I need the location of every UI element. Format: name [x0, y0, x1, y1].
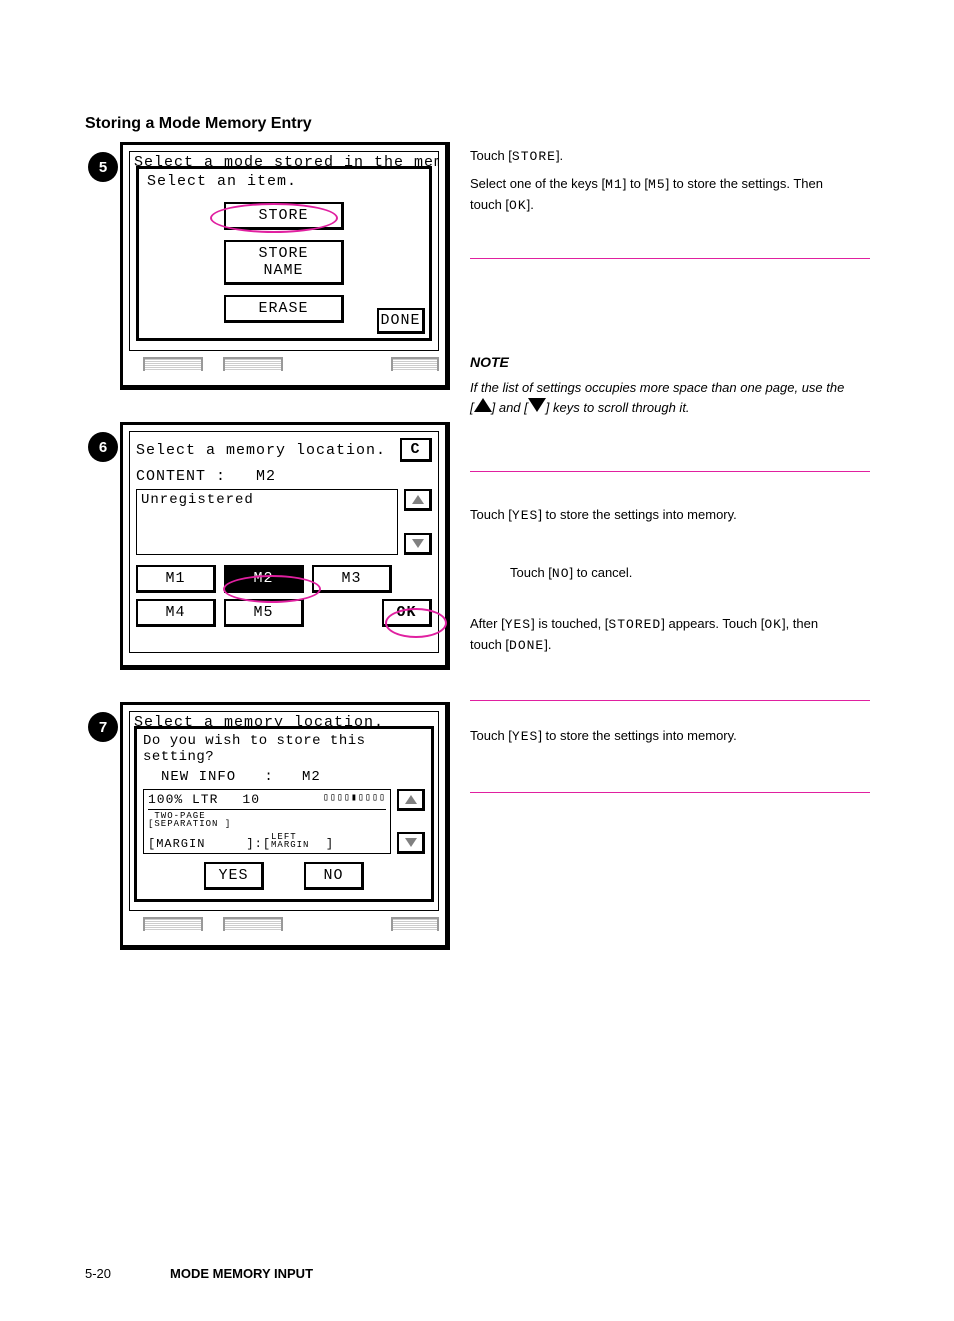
step7-instruction: Touch [YES] to store the settings into m…: [470, 726, 850, 747]
chevron-down-icon: [405, 838, 417, 847]
m5-button[interactable]: M5: [224, 599, 304, 627]
divider: [470, 471, 870, 472]
section-title: Storing a Mode Memory Entry: [85, 115, 312, 133]
panel-title: Select a memory location.: [136, 442, 386, 459]
page-number: 5-20: [85, 1266, 111, 1281]
divider: [470, 258, 870, 259]
note-body: If the list of settings occupies more sp…: [470, 378, 850, 418]
chevron-up-icon: [412, 495, 424, 504]
scroll-down-button[interactable]: [397, 832, 425, 854]
scroll-up-button[interactable]: [404, 489, 432, 511]
divider: [470, 792, 870, 793]
scroll-up-button[interactable]: [397, 789, 425, 811]
density-bar-icon: ▯▯▯▯▮▯▯▯▯: [323, 792, 386, 807]
step5-instruction-2: Select one of the keys [M1] to [M5] to s…: [470, 174, 850, 216]
content-label: CONTENT :: [136, 468, 226, 485]
done-button[interactable]: DONE: [377, 308, 425, 334]
step5-instruction: Touch [STORE].: [470, 146, 850, 167]
ok-button[interactable]: OK: [382, 599, 432, 627]
step6-instruction-2: Touch [NO] to cancel.: [510, 563, 890, 584]
step-bullet-6: 6: [88, 432, 118, 462]
no-button[interactable]: NO: [304, 862, 364, 890]
content-value: M2: [256, 468, 276, 485]
dialog-title: Do you wish to store this setting?: [143, 733, 425, 765]
lcd-panel-step6: Select a memory location. C CONTENT : M2…: [120, 422, 450, 670]
unregistered-text: Unregistered: [141, 492, 393, 508]
setting-twopage: [TWO-PAGESEPARATION ]: [148, 812, 386, 829]
m3-button[interactable]: M3: [312, 565, 392, 593]
new-info-value: M2: [302, 769, 321, 785]
chevron-up-icon: [405, 795, 417, 804]
up-arrow-icon: [474, 398, 492, 412]
footer-text: MODE MEMORY INPUT: [170, 1266, 313, 1281]
back-button-row: [123, 357, 445, 371]
dialog-title: Select an item.: [139, 169, 429, 194]
erase-button[interactable]: ERASE: [224, 295, 344, 323]
m2-button[interactable]: M2: [224, 565, 304, 593]
note-title: NOTE: [470, 352, 850, 374]
note-block: NOTE If the list of settings occupies mo…: [470, 352, 850, 418]
down-arrow-icon: [528, 398, 546, 412]
store-name-button[interactable]: STORE NAME: [224, 240, 344, 285]
store-confirm-dialog: Do you wish to store this setting? NEW I…: [134, 726, 434, 902]
select-item-dialog: Select an item. STORE STORE NAME ERASE D…: [136, 166, 432, 341]
setting-zoom: 100% LTR: [148, 792, 218, 807]
lcd-panel-step5: Select a mode stored in the memory. Sele…: [120, 142, 450, 390]
back-button-row: [123, 917, 445, 931]
store-button[interactable]: STORE: [224, 202, 344, 230]
setting-qty: 10: [242, 792, 260, 807]
m4-button[interactable]: M4: [136, 599, 216, 627]
yes-button[interactable]: YES: [204, 862, 264, 890]
content-display: Unregistered: [136, 489, 398, 555]
chevron-down-icon: [412, 539, 424, 548]
step-bullet-5: 5: [88, 152, 118, 182]
new-info-label: NEW INFO: [161, 769, 236, 785]
step6-instruction: Touch [YES] to store the settings into m…: [470, 505, 850, 526]
lcd-panel-step7: Select a memory location. Do you wish to…: [120, 702, 450, 950]
m1-button[interactable]: M1: [136, 565, 216, 593]
divider: [470, 700, 870, 701]
step-bullet-7: 7: [88, 712, 118, 742]
setting-margin: [MARGIN ]:[LEFTMARGIN ]: [148, 833, 386, 851]
step6-instruction-3: After [YES] is touched, [STORED] appears…: [470, 614, 850, 656]
scroll-down-button[interactable]: [404, 533, 432, 555]
c-button[interactable]: C: [400, 438, 432, 462]
